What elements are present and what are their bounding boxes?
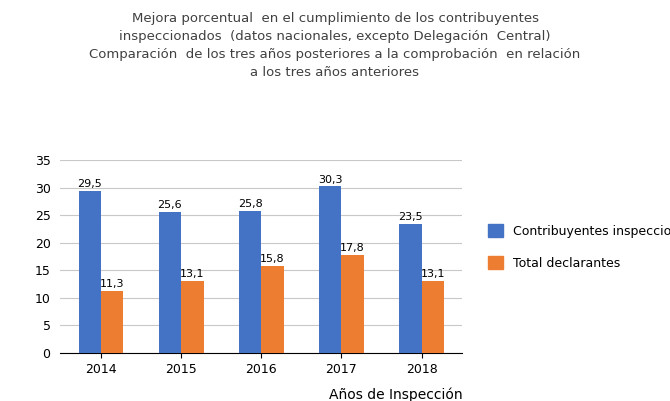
Text: 13,1: 13,1	[421, 269, 445, 279]
Text: 29,5: 29,5	[78, 179, 102, 189]
Text: Mejora porcentual  en el cumplimiento de los contribuyentes
inspeccionados  (dat: Mejora porcentual en el cumplimiento de …	[89, 12, 581, 79]
Bar	[159, 212, 181, 353]
Text: 23,5: 23,5	[398, 212, 423, 222]
Bar	[78, 190, 101, 353]
Text: Años de Inspección: Años de Inspección	[329, 387, 462, 401]
Bar	[319, 186, 342, 353]
Bar	[101, 291, 123, 353]
Text: 13,1: 13,1	[180, 269, 204, 279]
Text: 25,8: 25,8	[238, 199, 263, 209]
Text: 30,3: 30,3	[318, 174, 342, 184]
Bar	[399, 224, 421, 353]
Bar	[421, 281, 444, 353]
Bar	[261, 266, 283, 353]
Bar	[181, 281, 204, 353]
Text: 25,6: 25,6	[157, 200, 182, 211]
Text: 17,8: 17,8	[340, 243, 365, 253]
Text: 11,3: 11,3	[100, 279, 125, 289]
Bar	[239, 211, 261, 353]
Legend: Contribuyentes inspeccionados, Total declarantes: Contribuyentes inspeccionados, Total dec…	[484, 220, 670, 274]
Bar	[342, 255, 364, 353]
Text: 15,8: 15,8	[260, 254, 285, 264]
